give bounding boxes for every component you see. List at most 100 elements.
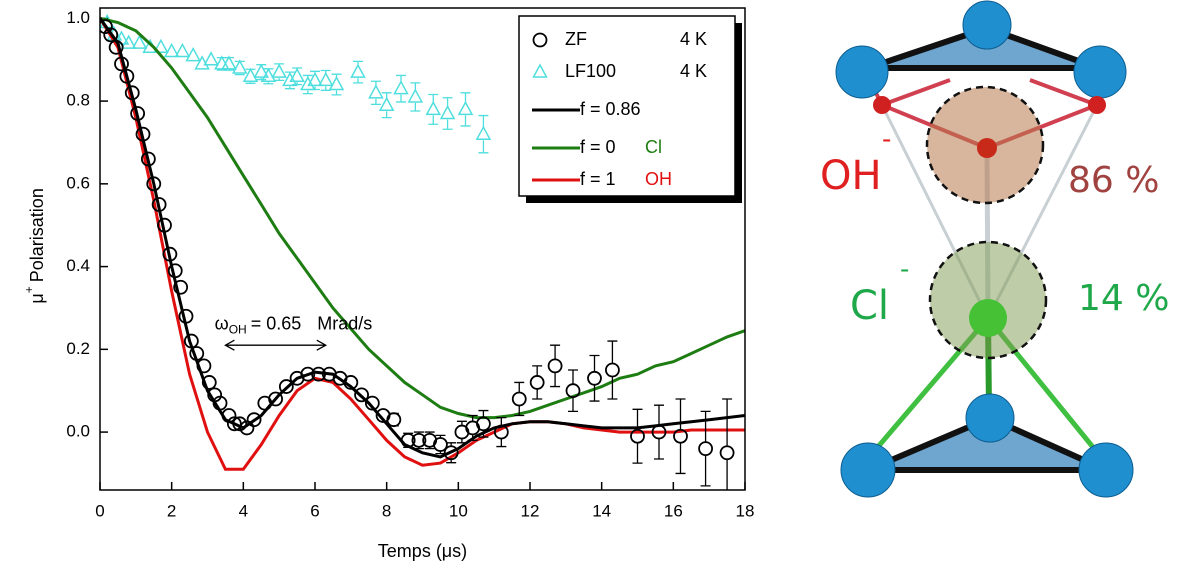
point	[246, 412, 262, 428]
point	[194, 55, 210, 70]
atom	[840, 442, 896, 498]
point	[300, 366, 316, 382]
legend-label: LF100	[565, 61, 616, 81]
point	[196, 358, 212, 374]
point	[124, 85, 140, 101]
error-bar	[568, 369, 578, 413]
point	[393, 80, 409, 95]
error-bar	[435, 434, 446, 455]
point	[173, 279, 189, 295]
x-axis-label: Temps (μs)	[378, 541, 467, 561]
point	[253, 63, 270, 78]
point	[201, 375, 217, 390]
legend-temp: 4 K	[680, 61, 707, 81]
cl-label: Cl	[850, 283, 889, 329]
point	[311, 366, 326, 382]
error-bar	[370, 80, 381, 106]
point	[547, 358, 563, 374]
point	[411, 432, 427, 448]
point	[400, 432, 416, 448]
legend-label: ZF	[565, 29, 587, 49]
error-bar	[467, 414, 478, 442]
point	[364, 395, 380, 411]
oh-label: OH	[820, 153, 882, 199]
point	[260, 67, 277, 83]
point	[183, 333, 199, 349]
point	[443, 445, 459, 461]
error-bar	[632, 408, 643, 464]
point	[232, 416, 248, 432]
error-bar	[428, 93, 439, 125]
atom	[835, 45, 889, 99]
x-tick-label: 4	[239, 501, 248, 520]
point	[565, 383, 581, 399]
error-bar	[442, 97, 453, 130]
error-bar	[722, 398, 733, 490]
y-axis-sup: +	[22, 286, 36, 293]
point	[282, 71, 298, 87]
point	[493, 424, 509, 440]
atom	[1088, 96, 1106, 114]
atom	[977, 138, 997, 158]
point	[433, 437, 448, 452]
point	[719, 445, 735, 461]
legend-marker	[532, 32, 548, 48]
point	[268, 391, 283, 407]
error-bar	[700, 410, 711, 487]
point	[120, 34, 137, 49]
legend-label: f = 0	[580, 137, 616, 157]
error-bar	[675, 398, 686, 475]
legend-tag: Cl	[645, 137, 662, 157]
point	[289, 67, 305, 83]
annotation-subscript: OH	[229, 323, 247, 337]
point	[307, 71, 323, 87]
atom	[1078, 442, 1134, 498]
point	[146, 176, 162, 192]
crystal-diagram: OH - 86 % Cl - 14 %	[820, 0, 1169, 498]
annotation-unit: Mrad/s	[317, 313, 372, 333]
legend-tag: OH	[645, 169, 672, 189]
triangle-bottom	[866, 414, 1108, 473]
legend-label: f = 0.86	[580, 99, 641, 119]
x-tick-label: 6	[310, 501, 319, 520]
cl-charge: -	[900, 255, 909, 285]
point	[407, 88, 424, 103]
atom	[965, 393, 1015, 443]
point	[103, 27, 119, 43]
point	[673, 428, 688, 444]
error-bar	[478, 409, 489, 438]
point	[231, 59, 248, 74]
point	[439, 104, 456, 120]
point	[185, 47, 201, 62]
x-tick-label: 16	[664, 501, 683, 520]
point	[221, 55, 237, 70]
point	[114, 56, 129, 72]
point	[475, 125, 492, 140]
atom	[969, 299, 1007, 337]
y-tick-label: 0.2	[66, 339, 90, 358]
legend-marker	[532, 63, 548, 78]
x-tick-label: 8	[382, 501, 391, 520]
point	[157, 217, 172, 233]
point	[350, 63, 366, 78]
point	[278, 379, 294, 394]
atom	[962, 0, 1012, 50]
atom	[873, 96, 891, 114]
annotation-text: = 0.65	[251, 313, 302, 333]
annotation-arrow	[224, 339, 328, 351]
x-tick-label: 10	[449, 501, 468, 520]
point	[153, 38, 169, 54]
plot-area	[100, 13, 745, 490]
point	[328, 75, 345, 91]
fit-line	[100, 16, 745, 420]
atoms	[835, 0, 1134, 498]
point	[698, 441, 713, 457]
point	[119, 68, 135, 84]
bond	[881, 78, 951, 107]
point	[151, 197, 167, 212]
point	[587, 370, 602, 386]
point	[242, 67, 259, 83]
plot-frame	[99, 7, 746, 491]
legend: ZF 4 K LF100 4 K f = 0.86 f = 0 Cl f = 1 OH	[518, 15, 742, 203]
